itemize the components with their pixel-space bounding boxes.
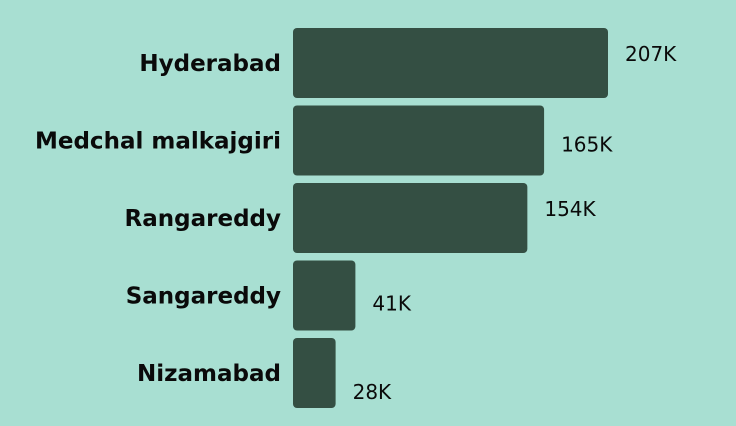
labels-layer: Hyderabad 207K Medchal malkajgiri 165K Ranga…	[35, 42, 677, 404]
value-label-rangareddy: 154K	[544, 197, 596, 221]
bar-nizamabad	[293, 338, 336, 408]
value-label-sangareddy: 41K	[372, 292, 411, 316]
bar-rangareddy	[293, 183, 528, 253]
category-label-sangareddy: Sangareddy	[126, 284, 281, 310]
category-label-rangareddy: Rangareddy	[125, 206, 281, 232]
value-label-hyderabad: 207K	[625, 42, 677, 66]
value-label-nizamabad: 28K	[353, 380, 392, 404]
bar-sangareddy	[293, 260, 356, 331]
category-label-nizamabad: Nizamabad	[137, 361, 281, 387]
category-label-medchal-malkajgiri: Medchal malkajgiri	[35, 129, 281, 155]
bars-layer	[293, 28, 608, 408]
value-label-medchal-malkajgiri: 165K	[561, 133, 613, 157]
category-label-hyderabad: Hyderabad	[139, 51, 281, 77]
bar-medchal-malkajgiri	[293, 105, 545, 176]
bar-hyderabad	[293, 28, 608, 98]
